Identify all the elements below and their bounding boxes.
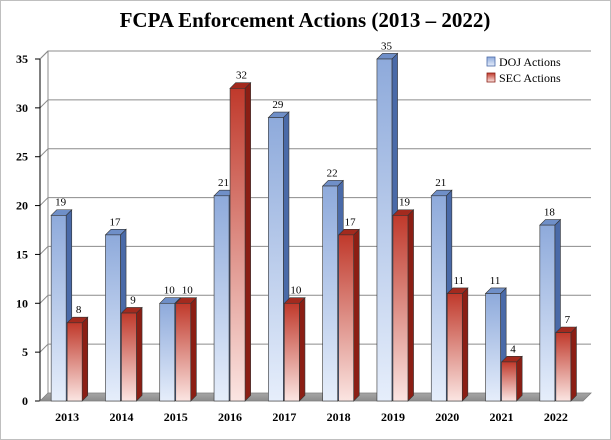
bar-sec — [446, 287, 469, 402]
data-label-doj: 10 — [164, 285, 176, 297]
bar-front-face — [338, 234, 354, 402]
data-label-doj: 11 — [490, 275, 501, 287]
x-category-label: 2016 — [218, 410, 242, 424]
bar-sec — [555, 326, 578, 402]
x-category-label: 2018 — [327, 410, 351, 424]
data-label-sec: 17 — [345, 216, 357, 228]
data-label-sec: 10 — [290, 285, 302, 297]
y-tick-label: 10 — [16, 296, 28, 310]
data-label-sec: 10 — [182, 285, 194, 297]
bar-sec — [283, 296, 306, 402]
bar-front-face — [159, 302, 176, 402]
bar-front-face — [539, 224, 556, 402]
data-label-doj: 21 — [435, 177, 446, 189]
bar-front-face — [284, 302, 300, 402]
data-label-doj: 35 — [381, 40, 393, 52]
y-tick-label: 5 — [22, 345, 28, 359]
gridline — [39, 148, 591, 158]
bar-sec — [66, 316, 89, 402]
gridline — [39, 99, 591, 109]
bar-side-face — [516, 355, 523, 402]
chart-title: FCPA Enforcement Actions (2013 – 2022) — [120, 8, 491, 32]
x-category-label: 2013 — [55, 410, 79, 424]
data-label-doj: 22 — [327, 167, 338, 179]
bar-front-face — [105, 234, 121, 402]
data-label-doj: 29 — [272, 99, 284, 111]
data-label-sec: 32 — [236, 70, 247, 82]
y-tick-labels: 0 5 10 15 20 25 30 35 — [16, 52, 28, 408]
data-label-sec: 11 — [453, 275, 464, 287]
bar-side-face — [461, 287, 469, 402]
bar-sec — [392, 209, 415, 402]
bar-sec — [175, 296, 198, 402]
x-category-label: 2022 — [544, 410, 568, 424]
bar-front-face — [430, 195, 447, 402]
bar-side-face — [407, 209, 414, 402]
bar-front-face — [66, 322, 83, 402]
legend-swatch-sec — [486, 72, 496, 83]
bars — [50, 52, 578, 402]
y-tick-label: 0 — [22, 394, 28, 408]
data-label-sec: 7 — [565, 314, 571, 326]
bar-side-face — [353, 228, 360, 402]
bar-side-face — [136, 306, 143, 402]
bar-side-face — [190, 296, 197, 402]
bar-front-face — [213, 195, 230, 402]
x-category-label: 2021 — [490, 410, 514, 424]
bar-front-face — [268, 117, 284, 402]
data-label-doj: 17 — [109, 216, 121, 228]
bar-front-face — [229, 88, 246, 402]
data-labels: 19 8 17 9 10 10 21 32 29 10 22 17 35 19 21 11 11 4 18 7 — [55, 40, 570, 355]
gridline — [39, 197, 591, 206]
bar-front-face — [175, 302, 192, 402]
data-label-sec: 19 — [399, 197, 411, 209]
data-label-sec: 4 — [510, 343, 516, 355]
legend-label-sec: SEC Actions — [499, 71, 561, 85]
bar-front-face — [446, 293, 463, 402]
bar-side-face — [299, 296, 306, 402]
data-label-doj: 21 — [218, 177, 229, 189]
bar-side-face — [244, 81, 251, 402]
y-tick-label: 20 — [16, 199, 28, 213]
legend-label-doj: DOJ Actions — [499, 55, 561, 69]
bar-front-face — [121, 312, 137, 402]
legend: DOJ Actions SEC Actions — [486, 55, 561, 85]
bar-sec — [229, 81, 252, 402]
data-label-sec: 8 — [76, 304, 82, 316]
data-label-sec: 9 — [130, 294, 136, 306]
bar-sec — [337, 228, 360, 402]
bar-sec — [500, 355, 523, 402]
bar-side-face — [570, 326, 577, 402]
x-category-labels: 2013 2014 2015 2016 2017 2018 2019 2020 2021 2022 — [55, 410, 568, 424]
y-tick-label: 25 — [16, 150, 28, 164]
bar-front-face — [501, 361, 517, 402]
x-category-label: 2014 — [109, 410, 133, 424]
x-category-label: 2020 — [435, 410, 459, 424]
side-wall-edge — [39, 50, 49, 60]
x-category-label: 2015 — [164, 410, 188, 424]
bar-front-face — [376, 58, 393, 402]
x-category-label: 2019 — [381, 410, 405, 424]
y-tick-label: 35 — [16, 52, 28, 66]
y-tick-label: 30 — [16, 101, 28, 115]
bar-side-face — [81, 316, 89, 402]
x-category-label: 2017 — [272, 410, 296, 424]
bar-front-face — [322, 185, 338, 402]
legend-swatch-doj — [486, 56, 496, 67]
data-label-doj: 19 — [55, 197, 67, 209]
bar-front-face — [555, 332, 572, 402]
bar-sec — [120, 306, 143, 402]
bar-front-face — [392, 215, 409, 402]
data-label-doj: 18 — [544, 207, 556, 219]
bar-front-face — [485, 293, 501, 402]
y-tick-label: 15 — [16, 247, 28, 261]
bar-front-face — [50, 215, 67, 402]
